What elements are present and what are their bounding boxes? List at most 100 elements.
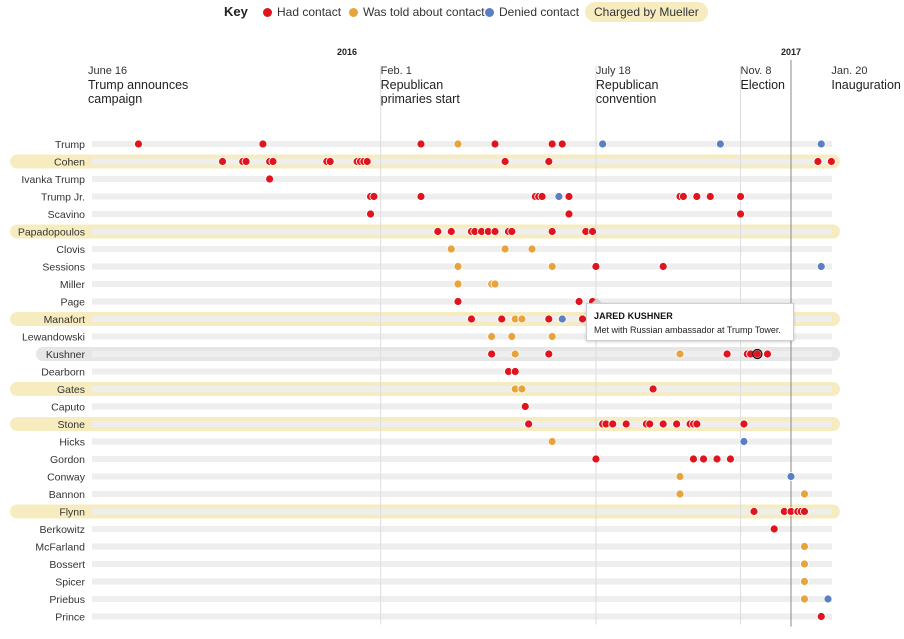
had-contact-dot	[325, 157, 335, 166]
year-label: 2016	[337, 47, 357, 57]
row-track	[92, 508, 832, 515]
row-track	[92, 438, 832, 445]
had-contact-dot	[134, 139, 143, 149]
row-track	[92, 596, 832, 602]
told-about-dot	[453, 139, 463, 149]
row-track	[92, 333, 832, 340]
told-about-dot	[490, 279, 500, 289]
row-label: Scavino	[48, 209, 86, 221]
had-contact-dot	[362, 157, 372, 166]
told-about-dot	[800, 559, 809, 569]
event-title-label: primaries start	[381, 92, 461, 106]
legend-mueller-pill: Charged by Mueller	[585, 2, 708, 22]
event-title-label: Republican	[381, 78, 444, 92]
had-contact-dot	[749, 507, 759, 516]
legend-had-contact: Had contact	[263, 5, 341, 19]
told-about-dot	[547, 437, 557, 446]
had-contact-dot	[453, 297, 463, 306]
had-contact-dot	[507, 227, 517, 236]
row-track	[92, 228, 832, 235]
had-contact-dot	[416, 139, 426, 149]
row-track	[92, 561, 832, 567]
had-contact-dot	[258, 139, 268, 149]
row-label: Bossert	[49, 559, 85, 571]
had-contact-dot	[544, 314, 554, 324]
row-label: Miller	[60, 279, 86, 291]
event-date-label: Jan. 20	[831, 65, 867, 77]
tooltip-arrow	[591, 298, 603, 304]
told-about-dot	[517, 314, 527, 324]
row-label: Kushner	[46, 349, 86, 361]
row-label: Caputo	[51, 402, 85, 414]
row-label: Prince	[55, 612, 85, 624]
had-contact-dot	[268, 157, 278, 166]
row-track	[92, 193, 832, 200]
row-label: Priebus	[49, 594, 85, 606]
legend-title: Key	[224, 4, 248, 19]
had-contact-dot	[672, 419, 682, 429]
had-contact-dot	[369, 192, 379, 201]
had-contact-dot	[826, 157, 836, 166]
had-contact-dot	[446, 227, 456, 236]
told-about-dot	[800, 594, 809, 604]
row-track	[92, 421, 832, 427]
row-label: Gordon	[50, 454, 85, 466]
row-label: Page	[60, 297, 85, 309]
row-label: Trump	[55, 139, 85, 151]
had-contact-dot	[524, 419, 534, 429]
had-contact-dot	[497, 314, 507, 324]
had-contact-dot	[241, 157, 251, 166]
had-contact-dot	[564, 209, 574, 219]
event-title-label: Republican	[596, 78, 659, 92]
had-contact-dot	[547, 139, 557, 149]
told-about-dot	[800, 489, 809, 499]
had-contact-dot	[591, 454, 601, 464]
had-contact-dot	[621, 419, 631, 429]
row-track	[92, 613, 832, 620]
row-label: Ivanka Trump	[21, 174, 85, 186]
told-about-dot	[517, 384, 527, 394]
row-label: Sessions	[42, 262, 85, 274]
had-contact-dot	[692, 192, 702, 201]
event-date-label: Nov. 8	[741, 65, 772, 77]
event-title-label: Election	[741, 78, 786, 92]
had-contact-dot	[736, 192, 745, 201]
row-label: McFarland	[35, 542, 85, 554]
had-contact-dot	[557, 139, 567, 149]
had-contact-dot	[813, 157, 823, 166]
had-contact-dot	[218, 157, 227, 166]
had-contact-dot	[658, 262, 668, 271]
denied-contact-dot	[598, 139, 608, 149]
row-track	[92, 473, 832, 480]
had-contact-dot	[544, 157, 554, 166]
told-about-dot	[453, 262, 463, 271]
denied-contact-dot	[786, 472, 796, 481]
event-title-label: convention	[596, 92, 657, 106]
had-contact-dot	[544, 349, 554, 359]
row-label: Stone	[58, 419, 86, 431]
row-track	[92, 456, 832, 462]
told-about-dot	[527, 244, 537, 254]
row-label: Lewandowski	[22, 332, 85, 344]
had-contact-dot	[763, 349, 772, 359]
had-contact-dot	[265, 174, 275, 184]
row-label: Conway	[47, 472, 86, 484]
tooltip: JARED KUSHNER Met with Russian ambassado…	[586, 298, 794, 341]
row-track	[92, 176, 832, 182]
row-label: Dearborn	[41, 367, 85, 379]
row-label: Papadopoulos	[18, 227, 85, 239]
row-track	[92, 578, 832, 585]
had-contact-dot	[726, 454, 735, 464]
row-label: Hicks	[59, 437, 85, 449]
had-contact-dot	[537, 192, 547, 201]
row-label: Berkowitz	[39, 524, 85, 536]
year-label: 2017	[781, 47, 801, 57]
told-about-dot	[675, 472, 685, 481]
had-contact-dot	[689, 454, 698, 464]
row-track	[92, 246, 832, 252]
had-contact-dot	[591, 262, 601, 271]
had-contact-dot	[648, 384, 658, 394]
had-contact-dot	[520, 402, 530, 411]
had-contact-dot	[564, 192, 574, 201]
